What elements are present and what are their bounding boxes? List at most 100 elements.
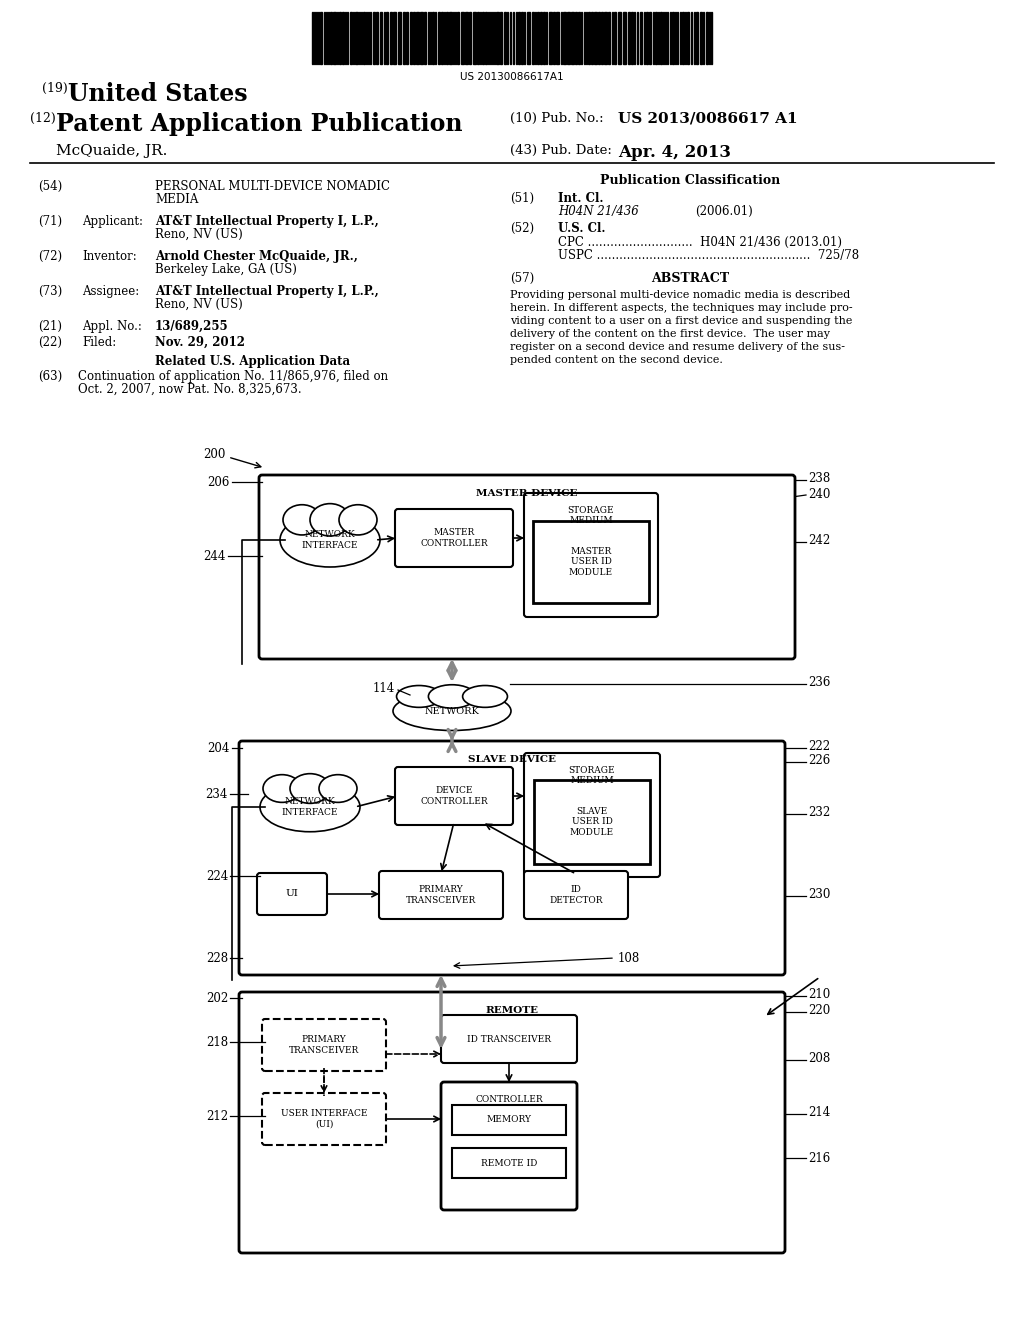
FancyBboxPatch shape (395, 510, 513, 568)
Bar (410, 12, 412, 63)
FancyBboxPatch shape (239, 993, 785, 1253)
FancyBboxPatch shape (395, 767, 513, 825)
Bar (469, 12, 471, 63)
Ellipse shape (283, 504, 321, 535)
Text: REMOTE ID: REMOTE ID (481, 1159, 538, 1167)
Text: 230: 230 (808, 887, 830, 900)
Text: PRIMARY
TRANSCEIVER: PRIMARY TRANSCEIVER (406, 886, 476, 904)
Text: United States: United States (68, 82, 248, 106)
Bar (403, 12, 406, 63)
Bar (393, 12, 396, 63)
Text: US 20130086617A1: US 20130086617A1 (460, 73, 564, 82)
Bar (376, 12, 378, 63)
Text: MASTER DEVICE: MASTER DEVICE (476, 488, 578, 498)
Text: register on a second device and resume delivery of the sus-: register on a second device and resume d… (510, 342, 845, 352)
Bar (649, 12, 651, 63)
Bar (330, 12, 332, 63)
Text: 238: 238 (808, 471, 830, 484)
Bar (553, 12, 555, 63)
Text: 206: 206 (208, 475, 230, 488)
Bar (339, 12, 341, 63)
FancyBboxPatch shape (441, 1015, 577, 1063)
Text: 244: 244 (204, 549, 226, 562)
Bar (432, 12, 434, 63)
Text: H04N 21/436: H04N 21/436 (558, 205, 639, 218)
Ellipse shape (428, 685, 475, 708)
Bar (549, 12, 552, 63)
Bar (591, 12, 593, 63)
Ellipse shape (396, 685, 441, 708)
Text: 114: 114 (373, 681, 395, 694)
Text: (54): (54) (38, 180, 62, 193)
Bar (416, 12, 419, 63)
Text: 242: 242 (808, 533, 830, 546)
Bar (532, 12, 534, 63)
Text: US 2013/0086617 A1: US 2013/0086617 A1 (618, 112, 798, 125)
Ellipse shape (310, 504, 350, 536)
Bar (660, 12, 662, 63)
Bar (457, 12, 459, 63)
Bar (482, 12, 484, 63)
Text: 202: 202 (206, 991, 228, 1005)
Text: MEMORY: MEMORY (486, 1115, 531, 1125)
Bar (398, 12, 401, 63)
Text: Berkeley Lake, GA (US): Berkeley Lake, GA (US) (155, 263, 297, 276)
Text: ABSTRACT: ABSTRACT (651, 272, 729, 285)
Bar (540, 12, 542, 63)
Text: U.S. Cl.: U.S. Cl. (558, 222, 605, 235)
Text: Patent Application Publication: Patent Application Publication (56, 112, 463, 136)
FancyBboxPatch shape (262, 1019, 386, 1071)
Bar (672, 12, 674, 63)
Bar (640, 12, 642, 63)
FancyBboxPatch shape (524, 752, 660, 876)
Text: Inventor:: Inventor: (82, 249, 137, 263)
Text: (52): (52) (510, 222, 535, 235)
Bar (567, 12, 570, 63)
Text: AT&T Intellectual Property I, L.P.,: AT&T Intellectual Property I, L.P., (155, 285, 379, 298)
Bar (380, 12, 382, 63)
Text: Oct. 2, 2007, now Pat. No. 8,325,673.: Oct. 2, 2007, now Pat. No. 8,325,673. (78, 383, 302, 396)
Bar (438, 12, 440, 63)
Text: USER INTERFACE
(UI): USER INTERFACE (UI) (281, 1109, 368, 1129)
Bar (646, 12, 648, 63)
FancyBboxPatch shape (524, 871, 628, 919)
Bar (628, 12, 630, 63)
Ellipse shape (339, 504, 377, 535)
Text: 228: 228 (206, 952, 228, 965)
Bar (420, 12, 423, 63)
Text: Assignee:: Assignee: (82, 285, 139, 298)
Bar (342, 12, 344, 63)
Bar (350, 12, 352, 63)
Text: (21): (21) (38, 319, 62, 333)
Bar (333, 12, 336, 63)
Text: viding content to a user on a first device and suspending the: viding content to a user on a first devi… (510, 315, 852, 326)
Bar (452, 1105, 566, 1135)
Text: MASTER
USER ID
MODULE: MASTER USER ID MODULE (569, 546, 613, 577)
Bar (598, 12, 600, 63)
Bar (413, 12, 415, 63)
Bar (571, 12, 574, 63)
Bar (604, 12, 607, 63)
Text: Appl. No.:: Appl. No.: (82, 319, 142, 333)
Text: 240: 240 (808, 487, 830, 500)
Ellipse shape (393, 692, 511, 730)
Text: CONTROLLER: CONTROLLER (475, 1096, 543, 1104)
Bar (355, 12, 358, 63)
Bar (521, 12, 523, 63)
Text: Int. Cl.: Int. Cl. (558, 191, 603, 205)
Ellipse shape (290, 774, 330, 804)
Bar (446, 12, 449, 63)
Bar (588, 12, 590, 63)
Bar (706, 12, 708, 63)
Bar (614, 12, 616, 63)
Bar (362, 12, 365, 63)
Text: 234: 234 (206, 788, 228, 800)
Text: 108: 108 (618, 952, 640, 965)
Text: 214: 214 (808, 1106, 830, 1118)
Text: STORAGE
MEDIUM: STORAGE MEDIUM (568, 766, 615, 785)
Bar (631, 12, 633, 63)
Ellipse shape (263, 775, 301, 803)
Bar (534, 780, 650, 865)
Bar (406, 12, 408, 63)
Bar (696, 12, 698, 63)
